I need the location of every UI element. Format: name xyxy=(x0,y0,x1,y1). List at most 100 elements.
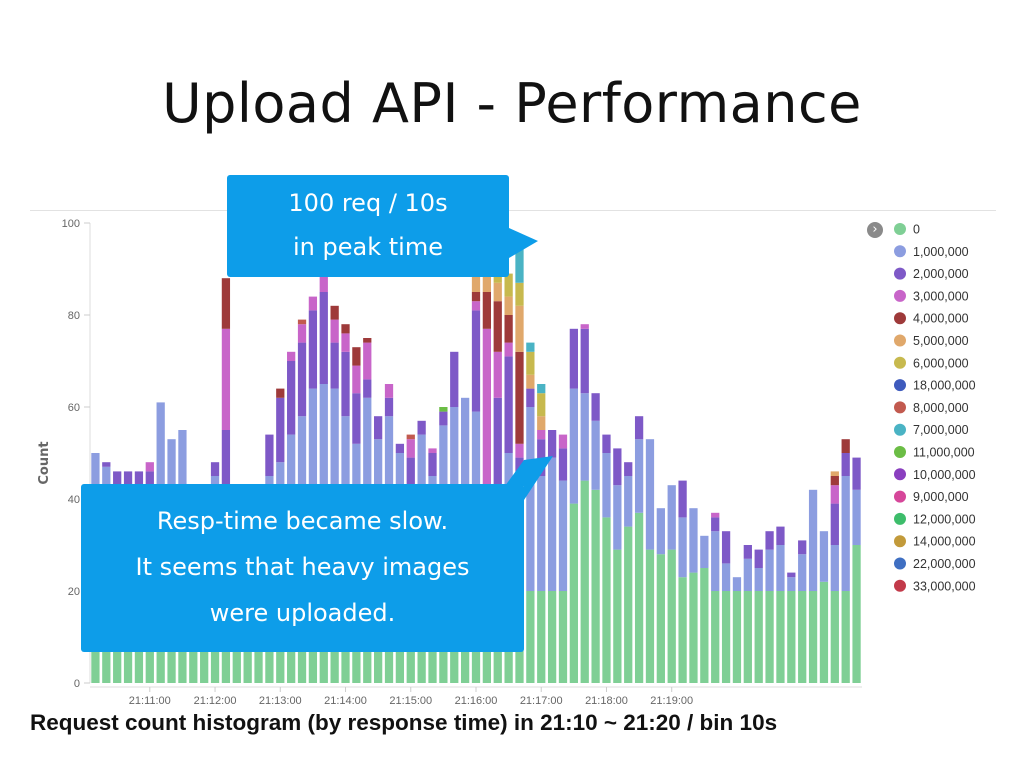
x-tick-label: 21:18:00 xyxy=(585,695,628,707)
bar-segment xyxy=(341,333,350,352)
bar-segment xyxy=(852,545,861,683)
x-tick-label: 21:15:00 xyxy=(389,695,432,707)
bar-segment xyxy=(841,439,850,453)
bar-segment xyxy=(808,591,818,683)
bar-segment xyxy=(841,591,850,683)
bar-segment xyxy=(330,319,339,343)
bar-segment xyxy=(308,310,318,389)
bar-segment xyxy=(732,591,742,683)
bar-segment xyxy=(504,296,513,315)
bar-segment xyxy=(547,591,557,683)
bar-segment xyxy=(493,351,502,398)
bar-segment xyxy=(700,568,709,683)
legend-label: 1,000,000 xyxy=(913,245,969,259)
bar-segment xyxy=(395,443,405,453)
bar-segment xyxy=(743,558,752,591)
legend-swatch xyxy=(894,312,906,325)
bar-segment xyxy=(634,416,644,440)
bar-segment xyxy=(754,591,763,683)
x-tick-label: 21:19:00 xyxy=(650,695,693,707)
legend-label: 9,000,000 xyxy=(913,490,969,504)
bar-segment xyxy=(504,315,513,343)
bar-segment xyxy=(406,457,415,499)
bar-segment xyxy=(471,301,481,311)
bar-segment xyxy=(460,397,470,545)
callout-slow-line-3: were uploaded. xyxy=(209,599,396,627)
bar-segment xyxy=(613,485,622,550)
bar-segment xyxy=(417,420,426,435)
bar-segment xyxy=(569,328,578,389)
bar-segment xyxy=(221,430,231,490)
callout-slow-line-1: Resp-time became slow. xyxy=(156,507,449,535)
bar-segment xyxy=(787,572,796,578)
bar-segment xyxy=(123,471,133,490)
bar-segment xyxy=(439,411,448,426)
bar-segment xyxy=(330,305,339,320)
bar-segment xyxy=(526,374,535,389)
bar-segment xyxy=(134,471,144,490)
bar-segment xyxy=(830,471,839,476)
bar-segment xyxy=(667,485,676,550)
bar-segment xyxy=(102,462,111,467)
bar-segment xyxy=(341,351,350,417)
bar-segment xyxy=(428,453,437,476)
bar-segment xyxy=(591,393,600,421)
bar-segment xyxy=(526,342,535,352)
bar-segment xyxy=(363,379,372,398)
bar-segment xyxy=(743,545,752,559)
bar-segment xyxy=(580,328,589,394)
bar-segment xyxy=(732,577,742,591)
bar-segment xyxy=(547,457,557,591)
legend-label: 18,000,000 xyxy=(913,379,976,393)
bar-segment xyxy=(428,448,437,453)
bar-segment xyxy=(689,508,698,573)
bar-segment xyxy=(276,397,285,463)
legend-swatch xyxy=(894,379,906,392)
bar-segment xyxy=(515,443,524,458)
legend-swatch xyxy=(894,579,906,592)
legend-label: 5,000,000 xyxy=(913,334,969,348)
legend-label: 10,000,000 xyxy=(913,468,976,482)
bar-segment xyxy=(689,572,698,683)
bar-segment xyxy=(852,457,861,490)
bar-segment xyxy=(602,453,611,518)
bar-segment xyxy=(515,305,524,352)
x-tick-label: 21:14:00 xyxy=(324,695,367,707)
bar-segment xyxy=(352,347,361,366)
bar-segment xyxy=(830,503,839,545)
bar-segment xyxy=(297,324,307,343)
legend-swatch xyxy=(894,289,906,302)
bar-segment xyxy=(711,512,720,518)
bar-segment xyxy=(482,292,492,329)
legend-swatch xyxy=(894,223,906,235)
bar-segment xyxy=(776,545,785,591)
bar-segment xyxy=(754,568,763,591)
bar-segment xyxy=(678,480,687,518)
legend-toggle-chevron-icon[interactable]: › xyxy=(867,222,883,238)
bar-segment xyxy=(830,591,839,683)
bar-segment xyxy=(558,591,568,683)
bar-segment xyxy=(406,439,415,458)
bar-segment xyxy=(439,407,448,412)
legend-label: 3,000,000 xyxy=(913,289,969,303)
bar-segment xyxy=(537,384,546,394)
bar-segment xyxy=(384,384,394,398)
legend-label: 11,000,000 xyxy=(913,446,975,460)
bar-segment xyxy=(569,388,578,504)
bar-segment xyxy=(580,480,589,683)
bar-segment xyxy=(765,591,774,683)
legend-swatch xyxy=(894,267,906,280)
legend-swatch xyxy=(894,401,906,414)
bar-segment xyxy=(287,351,296,361)
bar-segment xyxy=(798,540,807,555)
slide-title: Upload API - Performance xyxy=(162,72,862,135)
bar-segment xyxy=(471,292,481,302)
bar-segment xyxy=(558,434,568,449)
bar-segment xyxy=(776,591,785,683)
bar-segment xyxy=(852,489,861,545)
legend-swatch xyxy=(894,423,906,436)
bar-segment xyxy=(526,591,535,683)
legend-label: 14,000,000 xyxy=(913,535,976,549)
bar-segment xyxy=(526,388,535,407)
bar-segment xyxy=(210,462,220,476)
